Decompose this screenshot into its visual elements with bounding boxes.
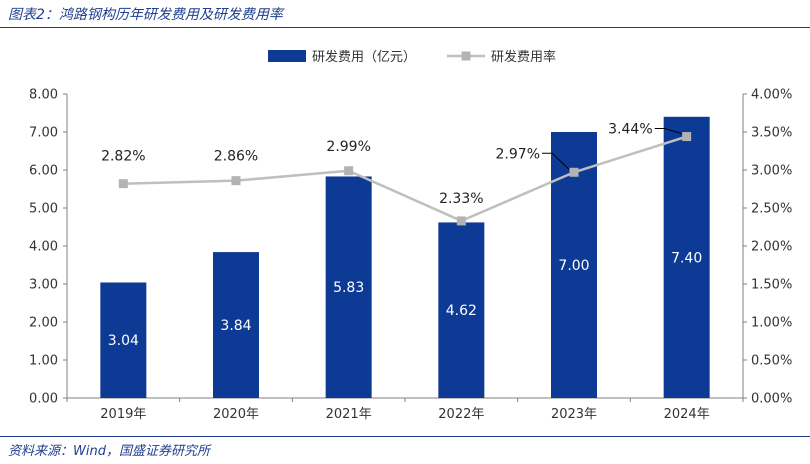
line-series bbox=[118, 132, 692, 226]
legend: 研发费用（亿元） 研发费用率 bbox=[268, 49, 556, 65]
y-left-tick-label: 3.00 bbox=[29, 278, 58, 293]
legend-label-line: 研发费用率 bbox=[491, 49, 556, 65]
bar-value-label: 5.83 bbox=[333, 280, 364, 296]
bar bbox=[100, 282, 147, 398]
bar bbox=[213, 252, 259, 398]
y-left-tick-label: 7.00 bbox=[29, 126, 58, 141]
legend-swatch-bar bbox=[268, 50, 306, 62]
rate-marker bbox=[118, 179, 128, 189]
y-right-tick-label: 3.50% bbox=[751, 126, 792, 141]
y-left-tick-label: 8.00 bbox=[29, 88, 58, 103]
rate-line bbox=[123, 135, 688, 223]
data-labels: 3.04 3.84 5.83 4.62 7.00 7.40 2.82% 2.86% 2.99% 2… bbox=[101, 122, 702, 350]
bar-value-label: 7.00 bbox=[558, 258, 589, 274]
y-right-tick-label: 1.00% bbox=[751, 316, 792, 331]
rate-value-label: 2.99% bbox=[326, 139, 370, 155]
y-left-tick-label: 5.00 bbox=[29, 202, 58, 217]
y-right-tick-label: 3.00% bbox=[751, 164, 792, 179]
chart-title: 图表2：鸿路钢构历年研发费用及研发费用率 bbox=[8, 7, 283, 23]
rate-value-label: 2.33% bbox=[439, 191, 483, 207]
y-right-tick-label: 0.00% bbox=[751, 392, 792, 407]
bar-value-label: 3.84 bbox=[220, 318, 251, 334]
y-left-tick-label: 1.00 bbox=[29, 354, 58, 369]
rate-value-label: 2.97% bbox=[496, 146, 540, 162]
x-tick-label: 2024年 bbox=[664, 407, 710, 422]
legend-swatch-marker bbox=[461, 51, 471, 61]
bar bbox=[325, 176, 372, 398]
y-left-tick-label: 0.00 bbox=[29, 392, 58, 407]
y-right-tick-label: 0.50% bbox=[751, 354, 792, 369]
y-right-tick-label: 2.50% bbox=[751, 202, 792, 217]
x-tick-label: 2023年 bbox=[551, 407, 597, 422]
rate-marker bbox=[569, 167, 579, 177]
bar-value-label: 3.04 bbox=[108, 333, 139, 349]
y-right-tick-label: 2.00% bbox=[751, 240, 792, 255]
label-leader-line bbox=[542, 152, 570, 170]
x-tick-label: 2021年 bbox=[326, 407, 372, 422]
y-left-tick-label: 6.00 bbox=[29, 164, 58, 179]
rate-marker bbox=[682, 132, 692, 142]
bar bbox=[663, 116, 710, 399]
source-note: 资料来源：Wind，国盛证券研究所 bbox=[8, 444, 210, 459]
legend-label-bar: 研发费用（亿元） bbox=[312, 49, 416, 65]
label-leader-line bbox=[654, 128, 682, 135]
rate-marker bbox=[231, 176, 241, 186]
y-left-tick-label: 2.00 bbox=[29, 316, 58, 331]
x-tick-label: 2019年 bbox=[100, 407, 146, 422]
bar bbox=[438, 222, 485, 398]
axes: 0.00 1.00 2.00 3.00 4.00 5.00 6.00 7.00 8.00 0.00… bbox=[29, 88, 792, 423]
source-divider bbox=[0, 436, 810, 437]
title-divider bbox=[0, 27, 810, 28]
rate-value-label: 3.44% bbox=[608, 122, 652, 138]
x-tick-label: 2020年 bbox=[213, 407, 259, 422]
bar-value-label: 7.40 bbox=[671, 250, 702, 266]
y-right-tick-label: 1.50% bbox=[751, 278, 792, 293]
rate-marker bbox=[344, 166, 354, 176]
rate-value-label: 2.82% bbox=[101, 149, 145, 165]
y-right-tick-label: 4.00% bbox=[751, 88, 792, 103]
bar-value-label: 4.62 bbox=[446, 303, 477, 319]
combo-chart: 研发费用（亿元） 研发费用率 0.00 1.00 2.00 3.00 4.00 5.00 6.… bbox=[29, 49, 792, 423]
rate-marker bbox=[456, 216, 466, 226]
y-left-tick-label: 4.00 bbox=[29, 240, 58, 255]
x-tick-label: 2022年 bbox=[438, 407, 484, 422]
rate-value-label: 2.86% bbox=[214, 149, 258, 165]
